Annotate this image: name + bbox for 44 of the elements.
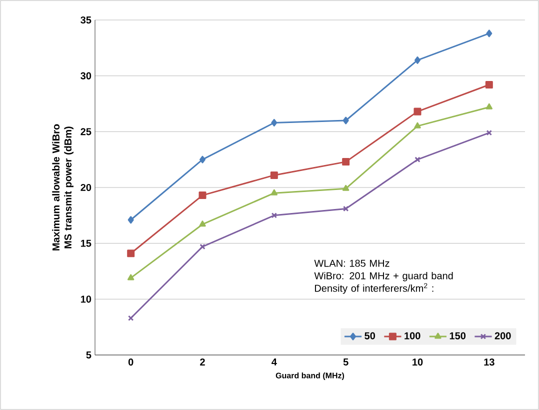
annotation: Density of interferers/km$^{2}$ : <box>315 283 434 294</box>
point <box>128 216 134 224</box>
y-tick-label: 15 <box>80 240 92 247</box>
x-tick-label: 10 <box>412 358 423 366</box>
point <box>200 156 206 164</box>
x-tick-label: 4 <box>272 358 277 366</box>
y-tick-label: 25 <box>80 128 92 136</box>
point <box>486 30 492 38</box>
annotation: WiBro: 201 MHz + guard band <box>314 272 453 282</box>
point <box>199 220 206 227</box>
point <box>127 250 135 258</box>
point <box>198 192 206 200</box>
point <box>200 244 206 250</box>
point <box>486 103 493 110</box>
legend-label: 50 <box>364 332 376 340</box>
point <box>342 158 350 166</box>
x-tick-label: 5 <box>343 358 348 366</box>
y-tick-label: 35 <box>80 16 92 24</box>
point <box>342 116 349 124</box>
y-axis-title: Maximum allowable WiBro MS transmit power (dBm) <box>52 124 74 250</box>
point <box>485 81 493 89</box>
point <box>270 189 278 196</box>
legend-label: 200 <box>494 332 511 340</box>
point <box>127 274 134 280</box>
x-axis-title: Guard band (MHz) <box>276 372 344 380</box>
y-tick-label: 30 <box>80 72 92 80</box>
point <box>271 118 278 126</box>
point <box>414 122 421 128</box>
point <box>342 206 349 212</box>
x-tick-label: 2 <box>200 358 205 366</box>
point <box>414 156 420 162</box>
y-tick-label: 5 <box>86 351 92 358</box>
point <box>270 171 278 179</box>
x-tick-label: 0 <box>128 358 134 366</box>
y-tick-label: 10 <box>80 296 92 303</box>
annotation: WLAN: 185 MHz <box>314 260 390 267</box>
point <box>414 108 422 116</box>
y-tick-label: 20 <box>80 184 92 192</box>
legend-label: 100 <box>404 332 420 340</box>
point <box>271 212 278 218</box>
point <box>342 184 350 191</box>
x-tick-label: 13 <box>484 358 494 366</box>
point <box>414 56 420 64</box>
legend-label: 150 <box>450 332 466 340</box>
